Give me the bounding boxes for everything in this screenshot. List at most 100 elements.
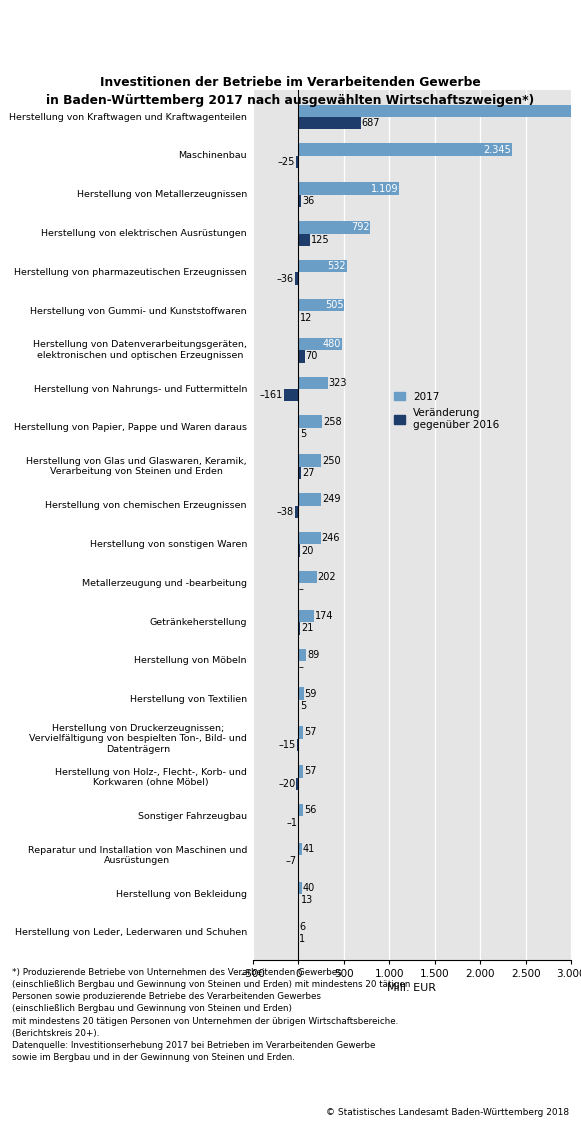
- Text: 125: 125: [311, 235, 329, 245]
- Bar: [298, 221, 370, 234]
- Bar: [298, 493, 321, 505]
- Text: Herstellung von chemischen Erzeugnissen: Herstellung von chemischen Erzeugnissen: [45, 501, 247, 510]
- Text: Herstellung von Leder, Lederwaren und Schuhen: Herstellung von Leder, Lederwaren und Sc…: [15, 929, 247, 938]
- Text: 687: 687: [362, 118, 381, 128]
- Text: –: –: [299, 663, 304, 673]
- Text: 202: 202: [318, 572, 336, 582]
- Text: –161: –161: [259, 390, 282, 400]
- Text: 1: 1: [299, 934, 306, 944]
- Text: 41: 41: [303, 844, 315, 855]
- Bar: [298, 338, 342, 350]
- Text: 6: 6: [300, 922, 306, 932]
- Text: 5: 5: [300, 701, 306, 711]
- Text: 13: 13: [300, 895, 313, 905]
- Bar: [298, 610, 314, 622]
- Text: 21: 21: [301, 623, 314, 633]
- Text: 174: 174: [315, 611, 333, 621]
- Text: –: –: [299, 584, 304, 594]
- Text: Herstellung von Kraftwagen und Kraftwagenteilen: Herstellung von Kraftwagen und Kraftwage…: [9, 112, 247, 121]
- Text: 258: 258: [323, 417, 342, 427]
- Text: 40: 40: [303, 883, 315, 893]
- Text: 323: 323: [329, 377, 347, 387]
- Bar: [297, 856, 298, 868]
- Text: 250: 250: [322, 456, 340, 466]
- Text: Herstellung von elektrischen Ausrüstungen: Herstellung von elektrischen Ausrüstunge…: [41, 229, 247, 238]
- Bar: [298, 311, 299, 323]
- Text: 59: 59: [304, 688, 317, 699]
- Text: 27: 27: [302, 468, 314, 478]
- Text: Investitionen der Betriebe im Verarbeitenden Gewerbe
in Baden-Württemberg 2017 n: Investitionen der Betriebe im Verarbeite…: [46, 76, 535, 108]
- Bar: [298, 350, 304, 363]
- Bar: [298, 882, 302, 894]
- Bar: [298, 467, 301, 480]
- Bar: [298, 687, 304, 700]
- Bar: [298, 182, 399, 194]
- Text: Metallerzeugung und -bearbeitung: Metallerzeugung und -bearbeitung: [82, 578, 247, 587]
- Bar: [298, 299, 344, 311]
- Bar: [298, 649, 306, 661]
- Bar: [295, 505, 298, 518]
- Text: Herstellung von Möbeln: Herstellung von Möbeln: [134, 657, 247, 666]
- Bar: [295, 273, 298, 285]
- Text: 480: 480: [323, 339, 341, 349]
- Bar: [297, 739, 298, 751]
- Text: –38: –38: [277, 506, 293, 517]
- Bar: [298, 261, 347, 273]
- Bar: [284, 389, 298, 401]
- Text: 20: 20: [301, 546, 314, 556]
- Bar: [298, 532, 321, 545]
- Text: Herstellung von Textilien: Herstellung von Textilien: [130, 695, 247, 704]
- Text: Herstellung von Druckerzeugnissen;
Vervielfältigung von bespielten Ton-, Bild- u: Herstellung von Druckerzeugnissen; Vervi…: [29, 724, 247, 754]
- Text: Herstellung von Gummi- und Kunststoffwaren: Herstellung von Gummi- und Kunststoffwar…: [30, 307, 247, 316]
- Text: 89: 89: [307, 650, 320, 660]
- Text: Herstellung von Holz-, Flecht-, Korb- und
Korkwaren (ohne Möbel): Herstellung von Holz-, Flecht-, Korb- un…: [55, 768, 247, 787]
- Text: Herstellung von pharmazeutischen Erzeugnissen: Herstellung von pharmazeutischen Erzeugn…: [15, 268, 247, 277]
- Text: Herstellung von Papier, Pappe und Waren daraus: Herstellung von Papier, Pappe und Waren …: [14, 423, 247, 432]
- Text: *) Produzierende Betriebe von Unternehmen des Verarbeitenden Gewerbes
(einschlie: *) Produzierende Betriebe von Unternehme…: [12, 968, 410, 1062]
- Text: 12: 12: [300, 312, 313, 322]
- Text: Sonstiger Fahrzeugbau: Sonstiger Fahrzeugbau: [138, 812, 247, 821]
- Bar: [298, 376, 328, 389]
- Text: Getränkeherstellung: Getränkeherstellung: [149, 618, 247, 627]
- Bar: [298, 765, 303, 777]
- Text: © Statistisches Landesamt Baden-Württemberg 2018: © Statistisches Landesamt Baden-Württemb…: [327, 1108, 569, 1117]
- Bar: [298, 455, 321, 467]
- Text: Herstellung von Glas und Glaswaren, Keramik,
Verarbeitung von Steinen und Erden: Herstellung von Glas und Glaswaren, Kera…: [26, 457, 247, 476]
- Text: –25: –25: [278, 157, 295, 167]
- Text: Herstellung von sonstigen Waren: Herstellung von sonstigen Waren: [89, 540, 247, 549]
- Text: 532: 532: [327, 262, 346, 272]
- Bar: [298, 843, 302, 856]
- Text: –7: –7: [285, 857, 296, 867]
- Text: Herstellung von Nahrungs- und Futtermitteln: Herstellung von Nahrungs- und Futtermitt…: [34, 384, 247, 393]
- Text: Maschinenbau: Maschinenbau: [178, 152, 247, 161]
- Bar: [298, 570, 317, 583]
- Text: –20: –20: [278, 778, 295, 788]
- X-axis label: Mill. EUR: Mill. EUR: [388, 984, 436, 994]
- Text: Reparatur und Installation von Maschinen und
Ausrüstungen: Reparatur und Installation von Maschinen…: [27, 846, 247, 865]
- Text: 792: 792: [351, 222, 370, 232]
- Text: Herstellung von Datenverarbeitungsgeräten,
elektronischen und optischen Erzeugni: Herstellung von Datenverarbeitungsgeräte…: [33, 340, 247, 359]
- Text: –1: –1: [286, 818, 297, 828]
- Bar: [296, 156, 298, 168]
- Bar: [298, 234, 310, 246]
- Text: 2.345: 2.345: [483, 145, 511, 155]
- Text: 57: 57: [304, 728, 317, 738]
- Bar: [298, 117, 361, 129]
- Bar: [298, 545, 300, 557]
- Bar: [298, 727, 303, 739]
- Bar: [298, 104, 581, 117]
- Bar: [298, 804, 303, 816]
- Text: 36: 36: [303, 195, 315, 206]
- Bar: [298, 194, 302, 207]
- Text: Herstellung von Metallerzeugnissen: Herstellung von Metallerzeugnissen: [77, 190, 247, 199]
- Bar: [298, 416, 322, 428]
- Text: 56: 56: [304, 805, 317, 815]
- Text: 5: 5: [300, 429, 306, 439]
- Text: –15: –15: [278, 740, 296, 750]
- Text: 57: 57: [304, 766, 317, 776]
- Bar: [298, 144, 511, 156]
- Text: –36: –36: [277, 274, 294, 284]
- Text: 1.109: 1.109: [371, 183, 399, 193]
- Text: 249: 249: [322, 494, 340, 504]
- Legend: 2017, Veränderung
gegenüber 2016: 2017, Veränderung gegenüber 2016: [394, 392, 500, 430]
